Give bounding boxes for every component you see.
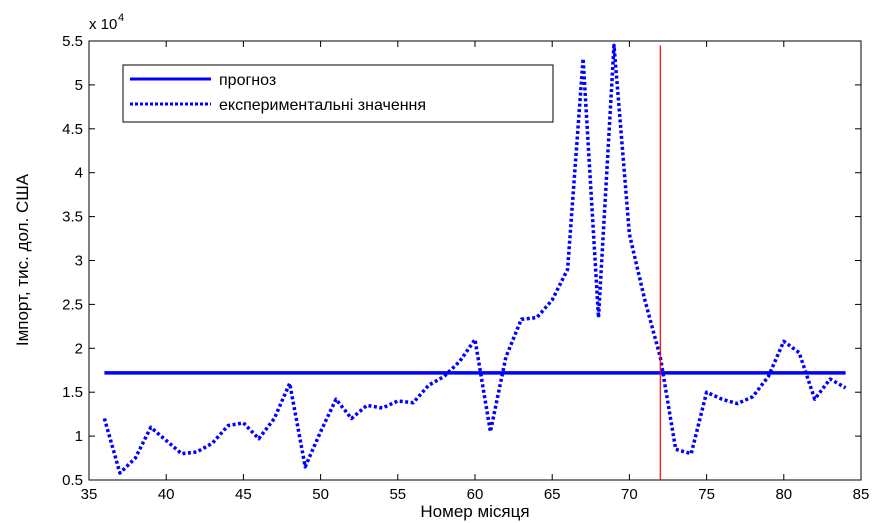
series-layer (102, 43, 847, 480)
y-tick-label: 0.5 (62, 472, 83, 489)
y-tick-label: 1 (75, 428, 83, 445)
y-tick-label: 5.5 (62, 33, 83, 50)
x-tick-label: 35 (81, 486, 98, 503)
x-tick-label: 50 (312, 486, 329, 503)
series-line-experimental (102, 43, 847, 475)
axis-ticks (88, 40, 862, 481)
y-tick-label: 2.5 (62, 296, 83, 313)
legend-box (122, 64, 554, 123)
y-tick-label: 3.5 (62, 209, 83, 226)
x-tick-label: 40 (158, 486, 175, 503)
y-axis-label: Імпорт, тис. дол. США (13, 173, 32, 346)
x-tick-label: 75 (698, 486, 715, 503)
y-tick-label: 1.5 (62, 384, 83, 401)
x-axis-label: Номер місяця (420, 502, 529, 521)
y-tick-label: 2 (75, 340, 83, 357)
y-multiplier-label: x 10 (89, 16, 117, 33)
x-tick-label: 85 (853, 486, 870, 503)
x-tick-label: 80 (775, 486, 792, 503)
legend-label-experimental: експериментальні значення (219, 97, 426, 114)
x-tick-label: 60 (467, 486, 484, 503)
y-tick-label: 4 (75, 165, 83, 182)
x-tick-label: 70 (621, 486, 638, 503)
legend-label-forecast: прогноз (219, 72, 276, 89)
x-tick-label: 45 (235, 486, 252, 503)
x-tick-label: 55 (389, 486, 406, 503)
y-multiplier-exponent: 4 (118, 12, 124, 24)
legend: прогноз експериментальні значення (122, 64, 554, 123)
y-tick-label: 4.5 (62, 121, 83, 138)
y-tick-label: 5 (75, 77, 83, 94)
y-tick-label: 3 (75, 253, 83, 270)
tick-labels: 35 40 45 50 55 60 65 70 75 80 85 0.5 1 1.5 2 2.5 3 3.5 4 4.… (62, 33, 869, 503)
x-tick-label: 65 (544, 486, 561, 503)
